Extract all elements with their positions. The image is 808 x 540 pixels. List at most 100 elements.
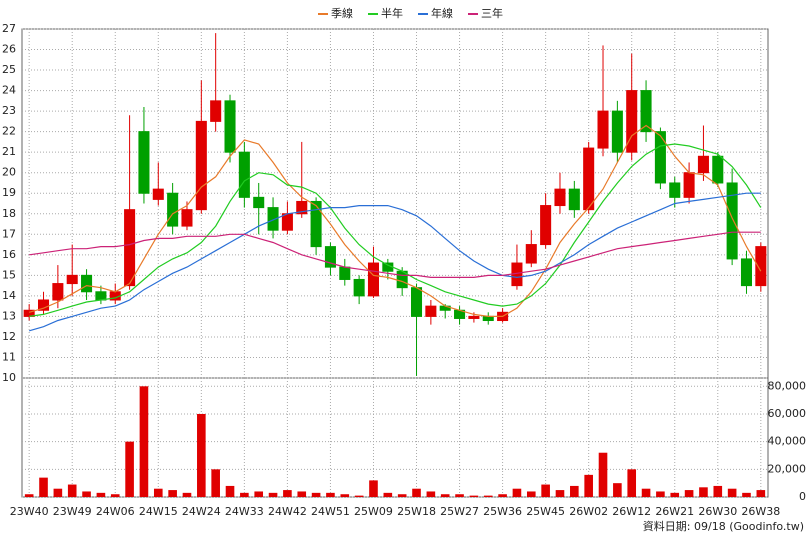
volume-bar (225, 485, 235, 497)
y2-tick-label: 0 (799, 490, 806, 503)
volume-bar (110, 494, 120, 497)
ma-line (29, 124, 762, 317)
y-tick-label: 12 (2, 330, 16, 343)
candle-body (640, 90, 652, 133)
volume-bar (24, 494, 34, 497)
volume-bar (369, 480, 378, 497)
volume-bar (168, 490, 177, 497)
candle-body (138, 131, 150, 194)
candle-body (52, 283, 64, 301)
candle-body (740, 258, 753, 287)
volume-bar (82, 491, 91, 497)
volume-bar (125, 441, 134, 497)
volume-bar (598, 452, 608, 497)
volume-bar (699, 487, 708, 497)
volume-bar (713, 485, 723, 497)
candle-body (410, 287, 423, 317)
volume-bar (211, 469, 220, 497)
volume-bar (512, 488, 522, 497)
x-tick-label: 26W30 (698, 505, 737, 518)
volume-bar (197, 413, 206, 497)
x-tick-label: 26W12 (612, 505, 651, 518)
y-tick-label: 21 (2, 145, 16, 158)
volume-bar (139, 386, 149, 497)
y-tick-label: 19 (2, 186, 16, 199)
ma-line (29, 192, 761, 332)
candle-body (669, 182, 681, 198)
candle-body (267, 207, 279, 231)
y-tick-label: 20 (2, 166, 16, 179)
volume-bar (455, 494, 464, 497)
volume-bar (96, 492, 106, 497)
volume-bar (541, 484, 550, 497)
candle-body (755, 246, 767, 287)
candle-body (554, 188, 566, 207)
x-tick-label: 24W33 (225, 505, 264, 518)
x-tick-label: 26W21 (655, 505, 694, 518)
candle-body (353, 278, 365, 297)
candle-body (697, 155, 709, 174)
x-tick-label: 24W51 (311, 505, 350, 518)
volume-bar (570, 485, 579, 497)
candle-body (339, 266, 351, 280)
volume-bar (397, 494, 407, 497)
x-tick-label: 26W38 (741, 505, 780, 518)
volume-bar (254, 491, 264, 497)
y2-tick-label: 40,000 (768, 435, 807, 448)
volume-bar (670, 492, 680, 497)
volume-bar (182, 492, 192, 497)
candle-body (281, 213, 293, 231)
volume-bar (240, 492, 249, 497)
candle-body (597, 110, 609, 149)
volume-bar (326, 492, 335, 497)
legend-label: 季線 (331, 6, 353, 20)
volume-bar (627, 469, 637, 497)
volume-bar (656, 491, 665, 497)
candle-body (425, 305, 437, 317)
volume-bar (641, 488, 651, 497)
y-tick-label: 17 (2, 227, 16, 240)
candle-body (626, 90, 638, 153)
volume-bar (354, 495, 364, 497)
candle-body (124, 209, 136, 287)
ma-line (29, 143, 762, 317)
volume-bar (383, 492, 393, 497)
candle-body (683, 172, 695, 198)
x-tick-label: 23W40 (10, 505, 49, 518)
x-tick-label: 25W45 (526, 505, 565, 518)
y-tick-label: 15 (2, 268, 16, 281)
volume-bar (340, 494, 350, 497)
legend-label: 三年 (481, 6, 503, 20)
x-tick-label: 24W06 (96, 505, 135, 518)
volume-bar (555, 490, 565, 497)
volume-bar (727, 488, 737, 497)
volume-bar (742, 492, 751, 497)
x-tick-label: 24W15 (139, 505, 178, 518)
volume-bar (483, 495, 493, 497)
candle-body (167, 192, 179, 227)
y-tick-label: 22 (2, 125, 16, 138)
y-tick-label: 23 (2, 104, 16, 117)
candle-body (181, 209, 193, 227)
candle-body (296, 200, 308, 215)
candle-body (238, 151, 250, 198)
y-tick-label: 27 (2, 22, 16, 35)
y-tick-label: 14 (2, 289, 16, 302)
y-tick-label: 10 (2, 371, 16, 384)
candle-body (195, 120, 207, 211)
candle-body (310, 200, 322, 248)
candle-body (726, 182, 738, 260)
volume-bar (613, 483, 622, 497)
candle-body (611, 110, 623, 153)
candle-body (712, 155, 724, 184)
volume-bar (756, 490, 766, 497)
legend-label: 年線 (431, 6, 453, 20)
y2-tick-label: 20,000 (768, 462, 807, 475)
y-tick-label: 16 (2, 248, 16, 261)
y-tick-label: 24 (2, 84, 16, 97)
volume-bar (584, 474, 593, 497)
price-frame (21, 28, 769, 379)
candle-body (253, 196, 265, 209)
y2-tick-label: 80,000 (768, 379, 807, 392)
